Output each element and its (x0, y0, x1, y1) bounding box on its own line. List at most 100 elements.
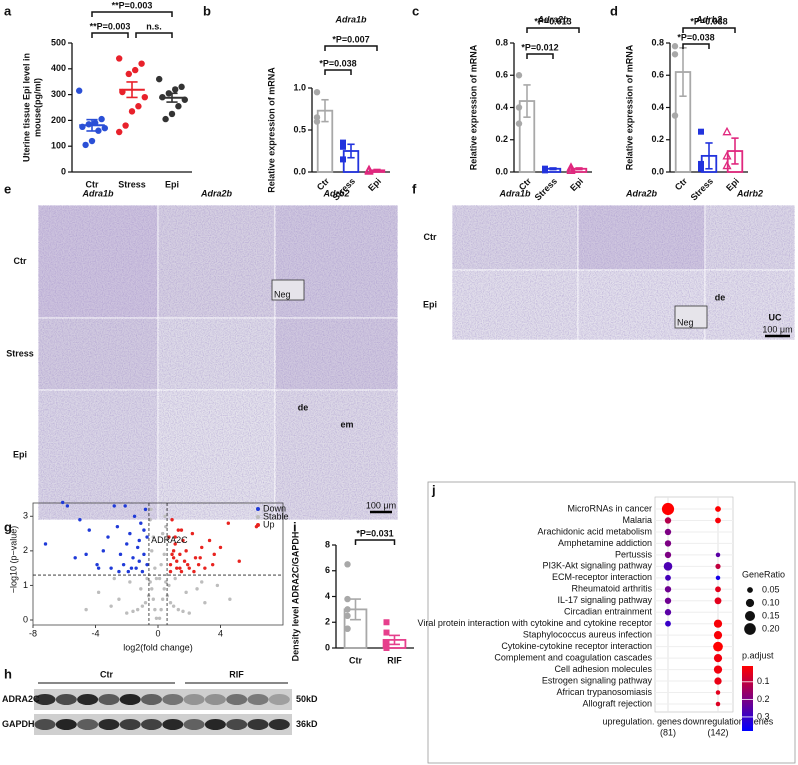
panel-letter: i (293, 519, 297, 534)
data-point (115, 524, 120, 529)
data-point (125, 542, 129, 546)
x-tick-label: -8 (29, 628, 37, 638)
category-label: Estrogen signaling pathway (542, 675, 653, 685)
bubble (664, 597, 672, 604)
data-point (168, 569, 173, 574)
category-label: Complement and coagulation cascades (494, 652, 652, 662)
data-point (123, 504, 127, 508)
y-axis-label: Uterine tissue Epi level in (21, 53, 31, 162)
x-tick-label: upregulation. genes (602, 716, 682, 726)
blot-band (268, 719, 290, 730)
significance-label: *P=0.007 (332, 34, 369, 44)
data-point (184, 590, 188, 595)
data-point (175, 103, 182, 110)
data-point (193, 556, 198, 560)
data-point (128, 531, 132, 536)
data-point (156, 75, 163, 83)
data-point (237, 559, 241, 563)
bubble (715, 506, 721, 512)
significance-bracket (91, 11, 173, 17)
data-point (129, 566, 134, 570)
blot-band (162, 694, 184, 705)
panel-letter: h (4, 666, 12, 681)
blot-band (119, 719, 141, 730)
legend-swatch (256, 515, 260, 519)
data-point (226, 521, 231, 525)
significance-bracket (354, 539, 396, 545)
data-point (364, 166, 374, 175)
chart-title: Adrb2 (695, 14, 722, 24)
category-label: MicroRNAs in cancer (567, 503, 652, 513)
bubble (715, 586, 721, 593)
y-axis-label: mouse(pg/ml) (32, 78, 42, 137)
data-point (142, 552, 146, 557)
data-point (121, 562, 126, 567)
blot-band (268, 694, 290, 705)
panel-frame (427, 481, 796, 764)
x-tick-label: 0 (155, 628, 160, 638)
x-axis-label: log2(fold change) (123, 642, 193, 652)
group-label: Ctr (100, 669, 113, 679)
blot-band (247, 694, 269, 705)
bubble (664, 528, 672, 536)
micrograph-texture (578, 270, 705, 340)
y-tick-label: 1 (23, 580, 28, 590)
blot-band (141, 719, 162, 730)
legend-label: 0.05 (762, 584, 780, 594)
micrograph-texture (705, 205, 795, 270)
category-label: Arachidonic acid metabolism (537, 526, 652, 536)
data-point (154, 576, 159, 581)
data-point (101, 124, 109, 132)
data-point (203, 601, 207, 605)
data-point (178, 83, 185, 91)
row-label: Epi (423, 299, 437, 309)
bubble (664, 609, 672, 616)
data-point (92, 119, 99, 127)
legend-title: GeneRatio (742, 569, 785, 579)
blot-band (77, 719, 99, 730)
y-tick-label: 0.6 (651, 70, 664, 80)
panel-letter: d (610, 3, 618, 18)
data-point (84, 552, 88, 557)
data-point (153, 566, 157, 570)
data-point (73, 556, 77, 560)
micrograph-texture (38, 390, 158, 520)
chart-title: Adra2b (536, 14, 569, 24)
data-point (131, 609, 135, 614)
category-label: Circadian entrainment (564, 607, 653, 617)
y-tick-label: 0.4 (651, 102, 664, 112)
significance-bracket (682, 27, 736, 33)
y-tick-label: 0.8 (495, 37, 508, 47)
bubble (715, 552, 721, 558)
y-tick-label: 4 (325, 591, 330, 601)
data-point (131, 556, 135, 560)
data-point (135, 545, 140, 550)
data-point (141, 93, 148, 101)
data-point (43, 542, 48, 546)
category-label: ECM-receptor interaction (552, 572, 652, 582)
data-point (76, 87, 83, 94)
data-point (383, 629, 390, 636)
bubble (661, 502, 675, 516)
data-point (542, 167, 548, 174)
data-point (159, 562, 163, 567)
bubble (665, 620, 671, 627)
data-point (128, 108, 136, 115)
x-tick-label: Epi (366, 176, 383, 193)
data-point (159, 93, 166, 101)
x-tick-label: Ctr (673, 176, 690, 193)
data-point (344, 612, 351, 620)
data-point (176, 528, 181, 532)
blot-strip (34, 689, 292, 710)
category-label: Pertussis (615, 549, 653, 559)
data-point (215, 583, 220, 588)
plot-frame (654, 496, 734, 713)
bubble (715, 690, 721, 695)
data-point (134, 566, 138, 570)
category-label: Malaria (622, 515, 652, 525)
x-tick-count: (142) (707, 727, 728, 737)
data-point (116, 55, 123, 62)
micrograph-texture (275, 205, 398, 318)
y-tick-label: 0.4 (495, 102, 508, 112)
